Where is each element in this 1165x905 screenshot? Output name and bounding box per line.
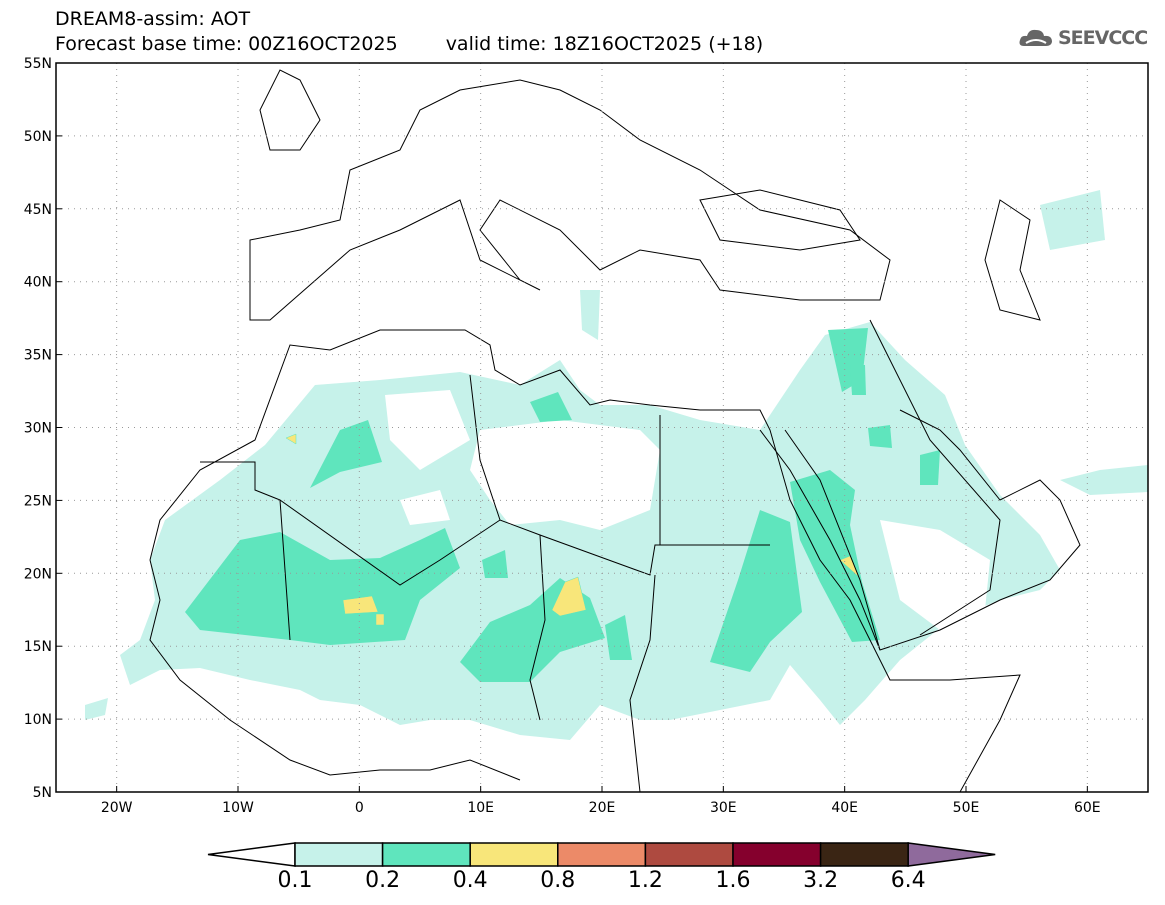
coastline-red-sea	[759, 429, 881, 651]
aot-contour-0.2	[482, 550, 508, 578]
lat-label: 40N	[24, 275, 52, 291]
seevccc-logo: SEEVCCC	[1018, 26, 1148, 50]
border	[629, 574, 656, 792]
coastline-africa	[149, 329, 1021, 792]
colorbar-label: 0.4	[453, 868, 488, 893]
colorbar-box	[557, 842, 647, 867]
colorbar-box	[644, 842, 734, 867]
aot-contour-0.2	[850, 365, 866, 395]
aot-contour-0.2	[185, 528, 460, 645]
lat-label: 30N	[24, 421, 52, 437]
aot-contour-0.2	[605, 615, 632, 660]
colorbar-label: 1.2	[628, 868, 663, 893]
border	[200, 461, 291, 641]
lat-label: 10N	[24, 712, 52, 728]
aot-below-0.1	[385, 390, 470, 470]
lon-label: 40E	[831, 800, 858, 816]
aot-contour-0.4	[342, 595, 379, 615]
logo-text: SEEVCCC	[1058, 27, 1148, 49]
colorbar: 0.1 0.2 0.4 0.8 1.2 1.6 3.2 6.4	[207, 842, 996, 893]
lon-label: 20E	[589, 800, 616, 816]
aot-contour-0.2	[310, 420, 382, 488]
coastline-caspian	[984, 199, 1041, 321]
base-time: Forecast base time: 00Z16OCT2025	[55, 33, 398, 55]
lat-label: 20N	[24, 566, 52, 582]
aot-contour-0.4	[551, 576, 587, 617]
aot-contour-0.4	[375, 613, 385, 626]
coastline-europe	[249, 79, 891, 321]
lon-label: 50E	[953, 800, 980, 816]
forecast-times: Forecast base time: 00Z16OCT2025 valid ti…	[55, 33, 763, 55]
colorbar-label: 0.1	[278, 868, 313, 893]
lat-label: 55N	[24, 56, 52, 72]
colorbar-box	[294, 842, 384, 867]
aot-contour-0.2	[790, 470, 880, 642]
border	[529, 534, 546, 721]
colorbar-over-triangle	[907, 842, 996, 867]
cloud-icon	[1019, 29, 1052, 46]
lat-label: 25N	[24, 493, 52, 509]
aot-contour-0.1	[580, 290, 600, 340]
valid-time: valid time: 18Z16OCT2025 (+18)	[445, 33, 764, 55]
aot-contour-0.2	[868, 425, 892, 448]
aot-contour-0.1	[85, 698, 108, 720]
colorbar-label: 1.6	[716, 868, 751, 893]
coastline-arabia	[784, 409, 1081, 651]
lat-label: 50N	[24, 129, 52, 145]
lat-label: 5N	[33, 785, 52, 801]
aot-below-0.1	[470, 420, 660, 530]
lon-label: 10E	[467, 800, 494, 816]
colorbar-label: 0.8	[540, 868, 575, 893]
colorbar-box	[819, 842, 909, 867]
lat-axis: 55N 50N 45N 40N 35N 30N 25N 20N 15N 10N 5N	[24, 56, 62, 801]
colorbar-label: 0.2	[365, 868, 400, 893]
border	[869, 319, 1001, 636]
coastline-west-africa	[149, 559, 521, 781]
aot-contour-0.1	[1060, 465, 1148, 495]
aot-below-0.1	[880, 520, 990, 630]
border	[279, 499, 770, 586]
aot-contour-0.2	[920, 450, 940, 485]
colorbar-box	[381, 842, 471, 867]
colorbar-label: 3.2	[803, 868, 838, 893]
colorbar-under-triangle	[207, 842, 296, 867]
colorbar-box	[469, 842, 559, 867]
map-title: DREAM8-assim: AOT	[55, 8, 251, 30]
lon-label: 20W	[101, 800, 133, 816]
lat-label: 45N	[24, 202, 52, 218]
aot-contour-0.4	[285, 433, 297, 445]
aot-contour-0.2	[530, 392, 572, 422]
border	[469, 374, 501, 521]
lat-label: 35N	[24, 348, 52, 364]
lon-label: 30E	[710, 800, 737, 816]
lat-label: 15N	[24, 639, 52, 655]
colorbar-box	[732, 842, 822, 867]
aot-contour-0.1	[1040, 190, 1105, 250]
aot-below-0.1	[400, 490, 450, 525]
lon-axis: 20W 10W 0 10E 20E 30E 40E 50E 60E	[101, 786, 1101, 816]
coastline-britain	[259, 69, 321, 151]
lon-label: 0	[355, 800, 364, 816]
lon-label: 60E	[1074, 800, 1101, 816]
aot-contour-0.2	[710, 510, 802, 672]
lon-label: 10W	[222, 800, 254, 816]
coastline-black-sea	[699, 189, 861, 251]
colorbar-label: 6.4	[891, 868, 926, 893]
